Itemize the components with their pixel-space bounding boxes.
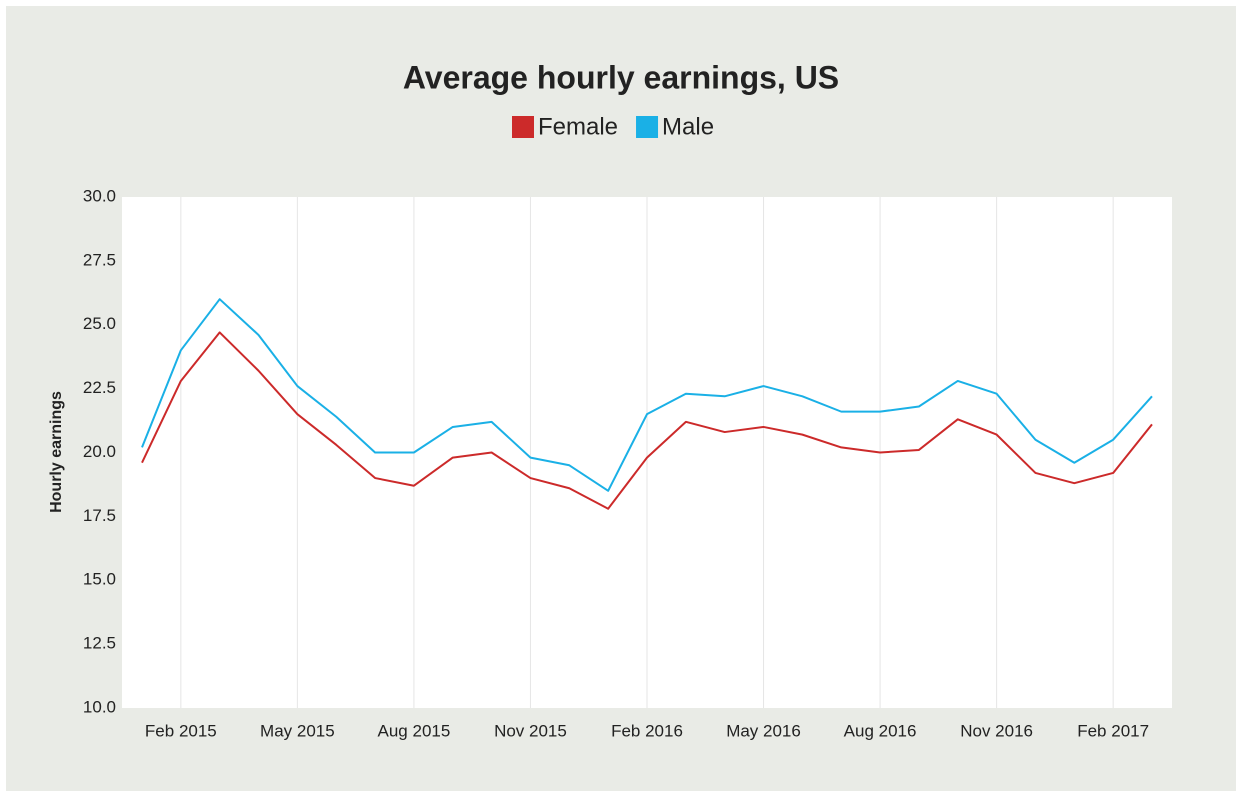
y-tick-label: 20.0 bbox=[83, 442, 116, 461]
legend-swatch bbox=[512, 116, 534, 138]
legend-label: Female bbox=[538, 113, 618, 140]
y-tick-label: 15.0 bbox=[83, 570, 116, 589]
x-tick-label: Nov 2016 bbox=[960, 721, 1033, 740]
x-tick-label: Nov 2015 bbox=[494, 721, 567, 740]
line bbox=[141, 298, 1153, 492]
chart-title: Average hourly earnings, US bbox=[403, 59, 839, 95]
legend-swatch bbox=[636, 116, 659, 138]
x-tick-label: May 2016 bbox=[726, 721, 801, 740]
y-tick-label: 25.0 bbox=[83, 314, 116, 333]
x-tick-label: Feb 2017 bbox=[1077, 721, 1149, 740]
x-tick-label: Aug 2016 bbox=[844, 721, 917, 740]
legend-label: Male bbox=[662, 113, 714, 140]
y-axis-label: Hourly earnings bbox=[48, 391, 65, 513]
line bbox=[141, 331, 1153, 510]
y-tick-label: 12.5 bbox=[83, 634, 116, 653]
y-tick-label: 22.5 bbox=[83, 378, 116, 397]
x-tick-label: Feb 2015 bbox=[145, 721, 217, 740]
x-tick-label: Aug 2015 bbox=[378, 721, 451, 740]
x-tick-label: Feb 2016 bbox=[611, 721, 683, 740]
x-tick-label: May 2015 bbox=[260, 721, 335, 740]
y-tick-label: 17.5 bbox=[83, 506, 116, 525]
y-tick-label: 30.0 bbox=[83, 186, 116, 205]
y-tick-label: 27.5 bbox=[83, 250, 116, 269]
y-tick-label: 10.0 bbox=[83, 697, 116, 716]
